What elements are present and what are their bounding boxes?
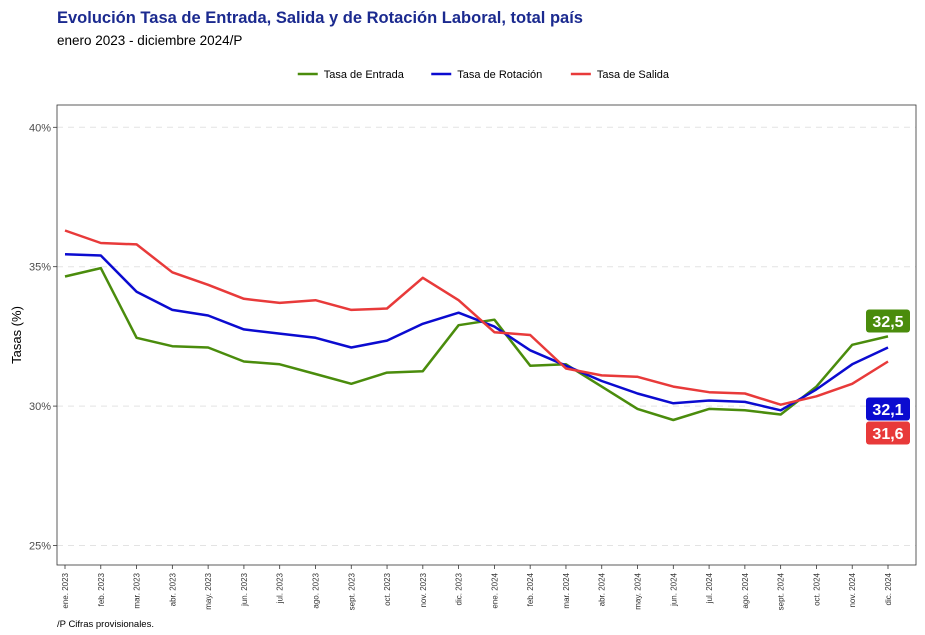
y-tick-label: 25%	[29, 540, 51, 552]
x-tick-label: feb. 2024	[526, 572, 535, 606]
end-labels: 32,5 32,1 31,6	[866, 309, 910, 445]
plot-area	[56, 104, 917, 566]
end-label-value: 31,6	[872, 426, 903, 443]
series-line-tasa-de-entrada	[64, 266, 889, 422]
x-tick-label: ene. 2024	[490, 572, 499, 608]
series-line-tasa-de-salida	[64, 229, 889, 406]
x-tick-label: abr. 2024	[598, 572, 607, 606]
end-label-box	[866, 397, 910, 421]
x-tick-label: sept. 2023	[347, 572, 356, 610]
x-tick-label: oct. 2024	[812, 572, 821, 605]
x-tick-label: may. 2024	[634, 572, 643, 609]
y-tick-label: 30%	[29, 401, 51, 413]
legend: Tasa de Entrada Tasa de Rotación Tasa de S…	[297, 69, 670, 81]
end-label-value: 32,1	[872, 402, 903, 419]
x-tick-label: jun. 2023	[240, 572, 249, 606]
chart-title: Evolución Tasa de Entrada, Salida y de R…	[57, 9, 583, 27]
footnote: /P Cifras provisionales.	[57, 619, 154, 630]
x-tick-label: ene. 2023	[61, 572, 70, 608]
x-tick-label: jul. 2024	[705, 572, 714, 604]
y-axis-label: Tasas (%)	[9, 306, 24, 364]
y-tick-label: 40%	[29, 122, 51, 134]
x-tick-label: abr. 2023	[168, 572, 177, 606]
x-tick-label: jun. 2024	[669, 572, 678, 606]
x-tick-label: mar. 2024	[562, 572, 571, 608]
series-line-tasa-de-rotación	[64, 252, 889, 412]
x-tick-label: nov. 2024	[848, 572, 857, 607]
legend-label: Tasa de Rotación	[457, 69, 542, 81]
x-axis: ene. 2023 feb. 2023 mar. 2023 abr. 2023 may.…	[61, 565, 893, 610]
x-tick-label: may. 2023	[204, 572, 213, 609]
x-tick-label: dic. 2023	[455, 572, 464, 605]
y-axis: 25% 30% 35% 40%	[29, 122, 57, 552]
x-tick-label: oct. 2023	[383, 572, 392, 605]
grid-lines	[57, 126, 916, 546]
chart-subtitle: enero 2023 - diciembre 2024/P	[57, 33, 243, 48]
y-tick-label: 35%	[29, 262, 51, 274]
x-tick-label: sept. 2024	[777, 572, 786, 610]
x-tick-label: feb. 2023	[97, 572, 106, 606]
legend-label: Tasa de Salida	[597, 69, 670, 81]
x-tick-label: jul. 2023	[276, 572, 285, 604]
x-tick-label: ago. 2024	[741, 572, 750, 608]
end-label-box	[866, 421, 910, 445]
x-tick-label: nov. 2023	[419, 572, 428, 607]
x-tick-label: dic. 2024	[884, 572, 893, 605]
x-tick-label: mar. 2023	[133, 572, 142, 608]
series-lines	[64, 229, 889, 422]
end-label-value: 32,5	[872, 314, 903, 331]
end-label-box	[866, 309, 910, 333]
x-tick-label: ago. 2023	[311, 572, 320, 608]
legend-label: Tasa de Entrada	[324, 69, 405, 81]
